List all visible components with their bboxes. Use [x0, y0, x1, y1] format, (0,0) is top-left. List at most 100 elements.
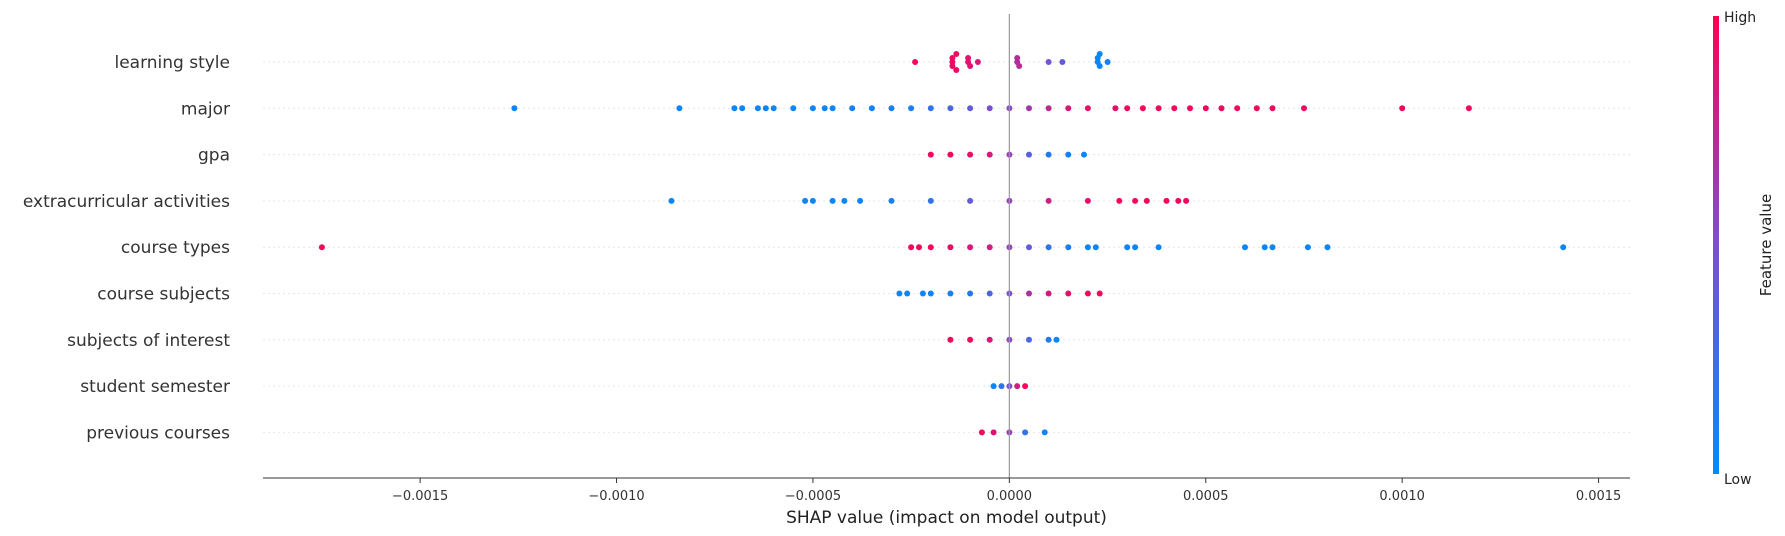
x-tick-label: −0.0005 [785, 489, 841, 504]
feature-label: major [181, 99, 230, 119]
shap-point [953, 51, 960, 57]
shap-point [1045, 59, 1052, 65]
shap-point [1253, 105, 1260, 112]
feature-labels: learning style major gpa extracurricular ac… [23, 53, 230, 443]
shap-point [947, 244, 954, 251]
shap-point [1084, 105, 1091, 112]
shap-point [1059, 59, 1066, 65]
feature-label: extracurricular activities [23, 192, 230, 212]
shap-point [949, 55, 956, 61]
shap-point [1026, 336, 1032, 343]
feature-grid-lines [263, 61, 1630, 433]
shap-point [1014, 55, 1021, 61]
shap-point [908, 244, 915, 251]
shap-point [1065, 151, 1072, 158]
shap-point [896, 290, 903, 297]
shap-point [1045, 290, 1052, 297]
shap-point [1139, 105, 1146, 112]
shap-point [888, 105, 895, 112]
shap-point [1187, 105, 1193, 112]
shap-point [978, 429, 985, 436]
shap-point [1124, 105, 1131, 112]
shap-point [986, 105, 993, 112]
shap-point [762, 105, 769, 112]
shap-point [1104, 59, 1111, 65]
feature-label: course subjects [97, 285, 230, 305]
shap-point [947, 105, 954, 112]
shap-point [868, 105, 875, 112]
shap-point [1065, 244, 1072, 251]
shap-point [1014, 383, 1021, 390]
shap-point [1112, 105, 1119, 112]
shap-point [986, 336, 993, 343]
shap-point [1092, 244, 1099, 251]
shap-point [676, 105, 683, 112]
shap-point [731, 105, 738, 112]
shap-point [927, 197, 934, 204]
shap-point [1084, 290, 1091, 297]
shap-point [1026, 151, 1032, 158]
shap-point [668, 197, 675, 204]
x-tick-label: 0.0010 [1379, 489, 1425, 504]
shap-point [770, 105, 777, 112]
shap-point [1053, 336, 1060, 343]
shap-point [967, 290, 974, 297]
shap-point [1269, 244, 1276, 251]
shap-point [1045, 336, 1052, 343]
shap-point [1163, 197, 1170, 204]
feature-label: course types [121, 238, 230, 258]
shap-point [953, 67, 960, 73]
shap-point [927, 290, 934, 297]
shap-point [919, 290, 926, 297]
shap-point [1041, 429, 1048, 436]
x-tick-label: −0.0015 [392, 489, 448, 504]
shap-point [1026, 290, 1032, 297]
shap-point [1045, 105, 1052, 112]
shap-point [1096, 63, 1103, 69]
shap-point [829, 105, 836, 112]
shap-point [1045, 197, 1052, 204]
shap-point [1096, 51, 1103, 57]
shap-point [1234, 105, 1241, 112]
shap-point [967, 63, 974, 69]
shap-point [947, 290, 954, 297]
shap-point [916, 244, 922, 251]
shap-point [967, 336, 974, 343]
shap-point [990, 429, 997, 436]
shap-point [990, 383, 997, 390]
x-axis-ticks: −0.0015 −0.0010 −0.0005 0.0000 0.0005 0.0010 0… [392, 478, 1621, 504]
shap-point [1261, 244, 1268, 251]
x-tick-label: 0.0000 [987, 489, 1033, 504]
shap-point [949, 63, 956, 69]
shap-point [927, 105, 934, 112]
shap-point [809, 197, 816, 204]
feature-label: subjects of interest [67, 331, 230, 351]
shap-point [1084, 197, 1091, 204]
shap-point [739, 105, 746, 112]
shap-point [1399, 105, 1406, 112]
x-tick-label: −0.0010 [588, 489, 644, 504]
shap-point [965, 55, 972, 61]
shap-point [511, 105, 518, 112]
shap-point [904, 290, 911, 297]
shap-point [947, 151, 954, 158]
shap-point [908, 105, 915, 112]
shap-point [986, 151, 993, 158]
shap-point [790, 105, 797, 112]
shap-point [1065, 105, 1072, 112]
shap-point [888, 197, 895, 204]
shap-point [1065, 290, 1072, 297]
shap-point [1155, 244, 1162, 251]
shap-point [967, 244, 974, 251]
x-axis-title: SHAP value (impact on model output) [786, 508, 1107, 528]
shap-point [841, 197, 848, 204]
shap-point [1016, 63, 1023, 69]
colorbar-gradient [1713, 16, 1719, 474]
shap-point [986, 244, 993, 251]
colorbar: High Low Feature value [1713, 10, 1775, 488]
feature-label: student semester [80, 377, 230, 397]
shap-point [927, 151, 934, 158]
shap-point [1324, 244, 1331, 251]
feature-label: gpa [198, 146, 230, 166]
shap-point [1132, 244, 1139, 251]
